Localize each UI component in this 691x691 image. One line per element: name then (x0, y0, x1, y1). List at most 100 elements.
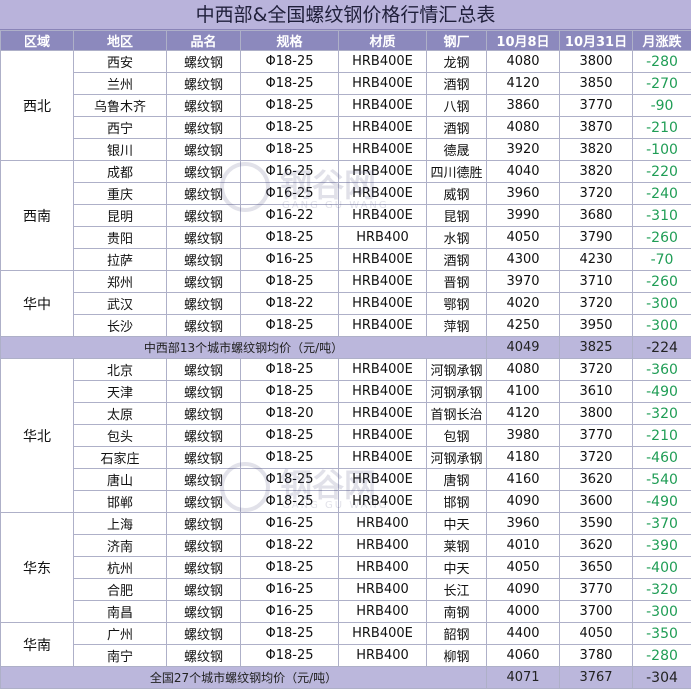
cell-price-oct8: 4050 (486, 226, 560, 249)
cell-product: 螺纹钢 (166, 248, 241, 271)
cell-city: 杭州 (73, 556, 167, 579)
cell-product: 螺纹钢 (166, 424, 241, 447)
cell-price-oct31: 3610 (559, 380, 633, 403)
cell-monthly-change: -540 (632, 468, 691, 491)
cell-product: 螺纹钢 (166, 182, 241, 205)
cell-material: HRB400 (338, 644, 427, 667)
cell-mill: 酒钢 (426, 72, 487, 95)
cell-product: 螺纹钢 (166, 490, 241, 513)
cell-city: 拉萨 (73, 248, 167, 271)
cell-material: HRB400E (338, 116, 427, 139)
table-row: 昆明 螺纹钢 Φ16-22 HRB400E 昆钢 3990 3680 -310 (1, 204, 691, 227)
cell-product: 螺纹钢 (166, 622, 241, 645)
cell-monthly-change: -460 (632, 446, 691, 469)
cell-price-oct8: 4180 (486, 446, 560, 469)
cell-spec: Φ18-25 (240, 446, 339, 469)
col-header: 材质 (338, 30, 427, 51)
col-header: 10月31日 (559, 30, 633, 51)
table-row: 兰州 螺纹钢 Φ18-25 HRB400E 酒钢 4120 3850 -270 (1, 72, 691, 95)
cell-spec: Φ18-25 (240, 424, 339, 447)
cell-price-oct31: 4050 (559, 622, 633, 645)
cell-spec: Φ18-25 (240, 380, 339, 403)
price-table: 区域 地区 品名 规格 材质 钢厂 10月8日 10月31日 月涨跌 西北 西安螺… (0, 30, 691, 689)
cell-price-oct31: 3700 (559, 600, 633, 623)
cell-monthly-change: -210 (632, 116, 691, 139)
cell-price-oct31: 3800 (559, 402, 633, 425)
cell-monthly-change: -210 (632, 424, 691, 447)
cell-mill: 柳钢 (426, 644, 487, 667)
cell-material: HRB400E (338, 358, 427, 381)
cell-price-oct8: 4100 (486, 380, 560, 403)
cell-price-oct8: 4040 (486, 160, 560, 183)
cell-spec: Φ18-25 (240, 358, 339, 381)
cell-price-oct31: 3680 (559, 204, 633, 227)
table-row: 重庆 螺纹钢 Φ16-25 HRB400E 威钢 3960 3720 -240 (1, 182, 691, 205)
cell-product: 螺纹钢 (166, 314, 241, 337)
cell-product: 螺纹钢 (166, 50, 241, 73)
cell-city: 南昌 (73, 600, 167, 623)
table-row: 西南 成都 螺纹钢 Φ16-25 HRB400E 四川德胜 4040 3820 -220 (0, 160, 691, 271)
cell-material: HRB400E (338, 138, 427, 161)
cell-material: HRB400E (338, 160, 427, 183)
cell-price-oct31: 3720 (559, 358, 633, 381)
cell-material: HRB400E (338, 446, 427, 469)
cell-material: HRB400 (338, 512, 427, 535)
cell-monthly-change: -300 (632, 292, 691, 315)
cell-product: 螺纹钢 (166, 116, 241, 139)
cell-monthly-change: -360 (632, 358, 691, 381)
cell-product: 螺纹钢 (166, 446, 241, 469)
cell-mill: 水钢 (426, 226, 487, 249)
col-header: 10月8日 (486, 30, 560, 51)
cell-product: 螺纹钢 (166, 292, 241, 315)
cell-material: HRB400E (338, 622, 427, 645)
table-row: 杭州 螺纹钢 Φ18-25 HRB400 中天 4050 3650 -400 (1, 556, 691, 579)
cell-price-oct31: 3870 (559, 116, 633, 139)
cell-mill: 八钢 (426, 94, 487, 117)
average-monthly-change: -304 (632, 666, 691, 689)
cell-material: HRB400 (338, 578, 427, 601)
cell-price-oct8: 4120 (486, 72, 560, 95)
cell-price-oct31: 3820 (559, 160, 633, 183)
cell-monthly-change: -220 (632, 160, 691, 183)
cell-city: 天津 (73, 380, 167, 403)
cell-spec: Φ16-25 (240, 600, 339, 623)
table-row: 西北 西安 螺纹钢 Φ18-25 HRB400E 龙钢 4080 3800 -280 (0, 50, 691, 161)
col-header: 地区 (73, 30, 167, 51)
cell-product: 螺纹钢 (166, 72, 241, 95)
cell-spec: Φ18-25 (240, 50, 339, 73)
cell-mill: 酒钢 (426, 248, 487, 271)
cell-price-oct8: 4090 (486, 490, 560, 513)
table-row: 天津 螺纹钢 Φ18-25 HRB400E 河钢承钢 4100 3610 -490 (1, 380, 691, 403)
cell-monthly-change: -490 (632, 490, 691, 513)
cell-mill: 唐钢 (426, 468, 487, 491)
cell-product: 螺纹钢 (166, 578, 241, 601)
cell-price-oct8: 3960 (486, 182, 560, 205)
sheet-title: 中西部&全国螺纹钢价格行情汇总表 (0, 0, 691, 30)
cell-price-oct31: 3770 (559, 578, 633, 601)
cell-monthly-change: -320 (632, 578, 691, 601)
table-row: 华东 上海 螺纹钢 Φ16-25 HRB400 中天 3960 3590 -370 (0, 512, 691, 623)
cell-mill: 河钢承钢 (426, 380, 487, 403)
cell-spec: Φ18-25 (240, 314, 339, 337)
average-row: 中西部13个城市螺纹钢均价（元/吨） 4049 3825 -224 (0, 336, 691, 359)
cell-monthly-change: -260 (632, 226, 691, 249)
cell-price-oct31: 3820 (559, 138, 633, 161)
cell-city: 邯郸 (73, 490, 167, 513)
cell-monthly-change: -100 (632, 138, 691, 161)
cell-spec: Φ18-25 (240, 138, 339, 161)
cell-price-oct8: 3960 (486, 512, 560, 535)
cell-city: 成都 (73, 160, 167, 183)
cell-price-oct31: 3790 (559, 226, 633, 249)
cell-product: 螺纹钢 (166, 468, 241, 491)
cell-product: 螺纹钢 (166, 380, 241, 403)
cell-price-oct31: 3590 (559, 512, 633, 535)
cell-spec: Φ18-25 (240, 72, 339, 95)
cell-material: HRB400E (338, 380, 427, 403)
cell-monthly-change: -300 (632, 600, 691, 623)
cell-mill: 河钢承钢 (426, 358, 487, 381)
cell-monthly-change: -370 (632, 512, 691, 535)
cell-material: HRB400E (338, 270, 427, 293)
cell-spec: Φ18-25 (240, 94, 339, 117)
cell-city: 石家庄 (73, 446, 167, 469)
cell-price-oct31: 4230 (559, 248, 633, 271)
